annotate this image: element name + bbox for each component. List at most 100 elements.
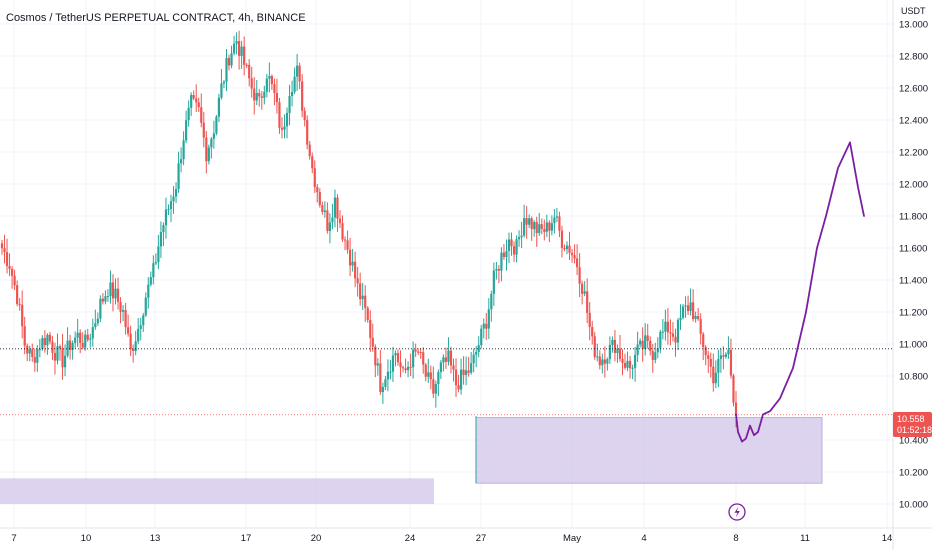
- candle-body: [575, 258, 579, 268]
- candle-body: [512, 246, 516, 255]
- candle-body: [487, 309, 490, 329]
- candle-body: [525, 218, 528, 225]
- candle-body: [366, 307, 369, 320]
- candle-body: [81, 342, 84, 348]
- candle-body: [154, 262, 157, 264]
- candle-body: [207, 147, 210, 162]
- candle-body: [348, 249, 352, 266]
- candle-body: [23, 326, 26, 346]
- candle-body: [179, 159, 183, 164]
- candle-body: [444, 357, 448, 362]
- candle-body: [611, 339, 614, 345]
- candle-body: [215, 116, 218, 134]
- candle-body: [220, 83, 223, 98]
- candle-body: [394, 353, 397, 356]
- candle-body: [374, 346, 377, 366]
- svg-text:10.558: 10.558: [897, 414, 925, 424]
- candle-body: [386, 371, 390, 380]
- candle-body: [593, 336, 596, 357]
- y-tick-label: 10.400: [899, 436, 928, 447]
- candle-body: [381, 386, 384, 393]
- lower-zone: [0, 478, 434, 504]
- y-tick-label: 11.200: [899, 308, 927, 319]
- candle-body: [601, 359, 604, 366]
- candle-body: [480, 328, 483, 346]
- candle-body: [243, 46, 246, 65]
- price-unit-label: USDT: [901, 6, 926, 16]
- candle-body: [523, 218, 526, 236]
- x-tick-label: 14: [882, 533, 893, 544]
- candle-body: [71, 342, 74, 350]
- candle-body: [621, 358, 624, 363]
- candle-body: [449, 350, 453, 366]
- y-tick-label: 10.800: [899, 372, 928, 383]
- projection-line: [735, 141, 865, 443]
- candle-body: [457, 385, 460, 390]
- price-lines: [0, 348, 893, 416]
- chart-title: Cosmos / TetherUS PERPETUAL CONTRACT, 4h…: [6, 12, 306, 24]
- candle-body: [490, 293, 493, 310]
- candle-body: [303, 110, 306, 121]
- candle-body: [714, 372, 717, 384]
- candle-body: [364, 295, 367, 308]
- y-tick-label: 11.000: [899, 340, 927, 351]
- candle-body: [58, 346, 62, 349]
- candle-body: [144, 297, 147, 316]
- y-tick-label: 11.400: [899, 276, 927, 287]
- candle-body: [596, 356, 599, 358]
- candle-body: [462, 369, 465, 375]
- candle-body: [18, 304, 21, 306]
- x-tick-label: 13: [150, 533, 161, 544]
- candle-body: [707, 355, 710, 359]
- candle-body: [28, 349, 31, 354]
- candle-body: [10, 268, 14, 276]
- candle-body: [167, 208, 170, 210]
- candle-body: [273, 84, 276, 93]
- candle-body: [452, 365, 455, 370]
- candle-body: [265, 78, 268, 92]
- candle-body: [293, 76, 296, 92]
- projection-drawing: [735, 141, 865, 443]
- candle-body: [164, 209, 168, 226]
- candle-body: [61, 348, 64, 368]
- candle-body: [533, 222, 536, 230]
- candle-body: [36, 349, 39, 363]
- candle-body: [280, 127, 284, 130]
- candle-body: [432, 379, 435, 394]
- candle-body: [260, 96, 263, 98]
- candle-body: [341, 223, 344, 240]
- candle-body: [475, 351, 478, 355]
- candle-body: [306, 120, 309, 145]
- candle-body: [692, 302, 695, 320]
- candle-body: [409, 366, 412, 368]
- candle-body: [69, 340, 72, 350]
- candle-body: [268, 76, 271, 79]
- candle-body: [91, 327, 94, 339]
- candle-body: [336, 197, 339, 219]
- candle-body: [613, 339, 617, 354]
- candle-body: [661, 331, 664, 333]
- lightning-icon[interactable]: [728, 503, 746, 521]
- candle-body: [565, 245, 569, 250]
- candle-body: [560, 230, 564, 248]
- candle-body: [505, 251, 508, 258]
- candle-body: [704, 347, 707, 356]
- candle-body: [465, 370, 468, 375]
- candle-body: [308, 144, 311, 157]
- candle-body: [109, 282, 112, 297]
- candle-body: [669, 332, 672, 334]
- candle-body: [540, 224, 543, 230]
- candle-body: [671, 333, 675, 337]
- candles: [0, 30, 738, 484]
- candle-body: [454, 369, 458, 386]
- candle-body: [581, 283, 584, 294]
- zones: [0, 417, 823, 504]
- candle-body: [147, 284, 150, 298]
- candle-body: [578, 267, 581, 284]
- candle-body: [361, 295, 364, 300]
- x-tick-label: 7: [11, 533, 16, 544]
- candle-body: [76, 332, 79, 338]
- candle-body: [470, 363, 473, 373]
- candle-body: [709, 358, 712, 367]
